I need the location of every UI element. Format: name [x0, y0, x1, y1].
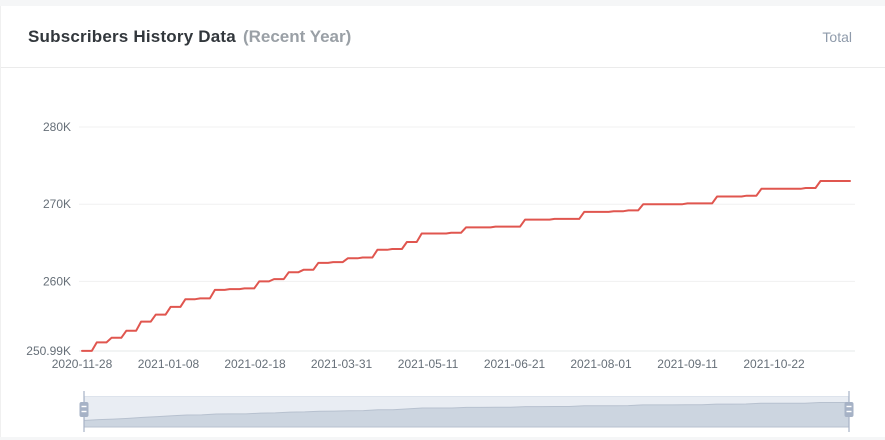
card-header: Subscribers History Data (Recent Year) To…: [1, 6, 885, 68]
subscribers-history-card: Subscribers History Data (Recent Year) To…: [0, 6, 885, 437]
x-axis-label: 2021-10-22: [743, 357, 805, 371]
x-axis-label: 2021-09-11: [657, 357, 718, 371]
card-title-group: Subscribers History Data (Recent Year): [28, 27, 351, 47]
y-axis-label: 280K: [43, 120, 71, 134]
datazoom-right-handle[interactable]: [844, 402, 854, 417]
legend-item-total[interactable]: Total: [822, 28, 852, 45]
subscribers-line-series: [81, 180, 851, 352]
x-axis-label: 2021-06-21: [484, 357, 546, 371]
page-background-strip-bottom: [0, 437, 885, 440]
x-axis-label: 2020-11-28: [52, 357, 113, 371]
x-axis-label: 2021-01-08: [138, 357, 200, 371]
x-axis-label: 2021-08-01: [570, 357, 632, 371]
datazoom-left-handle[interactable]: [79, 402, 89, 417]
chart-area: 280K 270K 260K 250.99K 2020-11-28 2021-01-08 2…: [1, 68, 885, 437]
y-axis-label: 260K: [43, 274, 71, 288]
page-background-strip-top: [0, 0, 885, 6]
x-axis-label: 2021-02-18: [224, 357, 286, 371]
card-title: Subscribers History Data: [28, 26, 236, 46]
y-axis-label: 250.99K: [26, 344, 71, 358]
y-axis-label: 270K: [43, 197, 71, 211]
card-subtitle: (Recent Year): [242, 26, 352, 46]
datazoom-data-shadow: [83, 402, 850, 428]
x-axis-label: 2021-05-11: [398, 357, 459, 371]
x-axis-label: 2021-03-31: [311, 357, 373, 371]
